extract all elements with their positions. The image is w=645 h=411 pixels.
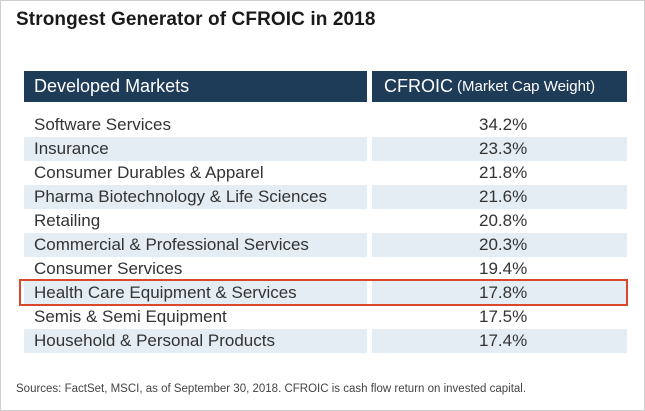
chart-title: Strongest Generator of CFROIC in 2018 [16, 9, 376, 30]
row-market-name: Software Services [34, 115, 171, 134]
row-market-name: Household & Personal Products [34, 331, 275, 350]
column-header-markets-label: Developed Markets [34, 76, 190, 96]
table-row: Consumer Services 19.4% [24, 257, 627, 281]
row-market-name: Consumer Services [34, 259, 183, 278]
table-row: Commercial & Professional Services 20.3% [24, 233, 627, 257]
table-row: Retailing 20.8% [24, 209, 627, 233]
row-cfroic-value: 21.6% [479, 187, 528, 206]
table-row: Software Services 34.2% [24, 113, 627, 137]
footer-note: Sources: FactSet, MSCI, as of September … [16, 383, 527, 395]
row-cfroic-value: 20.3% [479, 235, 528, 254]
row-cfroic-value: 17.8% [479, 283, 528, 302]
row-cfroic-value: 23.3% [479, 139, 528, 158]
column-header-markets: Developed Markets [24, 71, 367, 102]
row-cfroic-value: 19.4% [479, 259, 528, 278]
row-cfroic-value: 17.4% [479, 331, 528, 350]
row-market-name: Pharma Biotechnology & Life Sciences [34, 187, 327, 206]
row-market-name: Consumer Durables & Apparel [34, 163, 264, 182]
highlight-box [19, 279, 628, 306]
table-row: Semis & Semi Equipment 17.5% [24, 305, 627, 329]
table-row: Pharma Biotechnology & Life Sciences 21.6… [24, 185, 627, 209]
column-header-cfroic-label: CFROIC [384, 76, 453, 96]
table-row: Health Care Equipment & Services 17.8% [24, 281, 627, 305]
table-row: Household & Personal Products 17.4% [24, 329, 627, 353]
row-cfroic-value: 17.5% [479, 307, 528, 326]
row-market-name: Semis & Semi Equipment [34, 307, 227, 326]
table-row: Insurance 23.3% [24, 137, 627, 161]
row-market-name: Health Care Equipment & Services [34, 283, 297, 302]
row-cfroic-value: 20.8% [479, 211, 528, 230]
row-market-name: Commercial & Professional Services [34, 235, 309, 254]
table-row: Consumer Durables & Apparel 21.8% [24, 161, 627, 185]
row-cfroic-value: 21.8% [479, 163, 528, 182]
column-header-cfroic-sub: (Market Cap Weight) [457, 78, 596, 95]
row-market-name: Retailing [34, 211, 101, 230]
row-cfroic-value: 34.2% [479, 115, 528, 134]
table-body: Software Services 34.2% Insurance 23.3% Cons… [24, 113, 627, 353]
column-header-cfroic: CFROIC (Market Cap Weight) [372, 71, 627, 102]
row-market-name: Insurance [34, 139, 109, 158]
